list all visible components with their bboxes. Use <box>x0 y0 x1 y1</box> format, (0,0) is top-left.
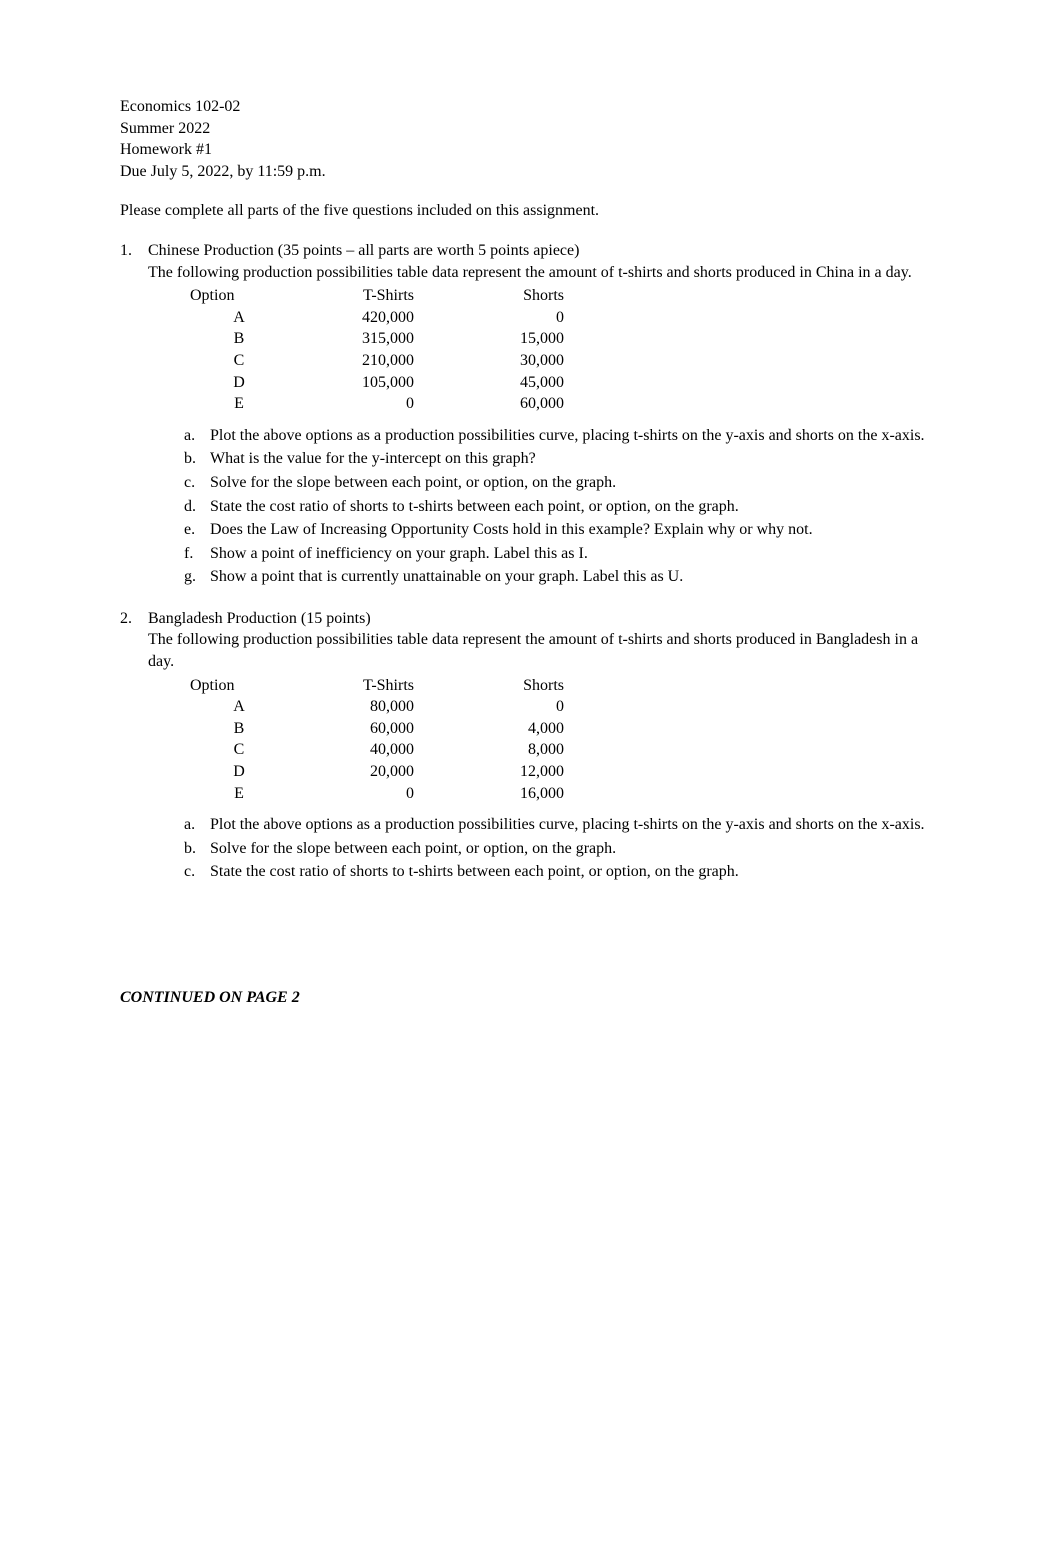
sub-text: Solve for the slope between each point, … <box>210 838 942 860</box>
q1-row-sh: 15,000 <box>454 328 574 350</box>
sub-marker: b. <box>184 448 210 470</box>
sub-text: Show a point of inefficiency on your gra… <box>210 543 942 565</box>
due-line: Due July 5, 2022, by 11:59 p.m. <box>120 161 942 183</box>
sub-marker: b. <box>184 838 210 860</box>
q1-row-opt: A <box>184 307 294 329</box>
sub-text: Solve for the slope between each point, … <box>210 472 942 494</box>
question-2: 2. Bangladesh Production (15 points) The… <box>120 608 942 885</box>
sub-marker: a. <box>184 814 210 836</box>
q1-row-opt: B <box>184 328 294 350</box>
sub-marker: e. <box>184 519 210 541</box>
q1-title: Chinese Production (35 points – all part… <box>148 240 942 262</box>
list-item: d. State the cost ratio of shorts to t-s… <box>184 496 942 518</box>
question-1: 1. Chinese Production (35 points – all p… <box>120 240 942 590</box>
sub-marker: c. <box>184 861 210 883</box>
list-item: e. Does the Law of Increasing Opportunit… <box>184 519 942 541</box>
list-item: f. Show a point of inefficiency on your … <box>184 543 942 565</box>
table-row: E 0 60,000 <box>184 393 942 415</box>
q2-row-sh: 16,000 <box>454 783 574 805</box>
q2-head-shorts: Shorts <box>454 675 574 697</box>
q2-row-sh: 4,000 <box>454 718 574 740</box>
doc-header: Economics 102-02 Summer 2022 Homework #1… <box>120 96 942 182</box>
sub-text: Plot the above options as a production p… <box>210 425 942 447</box>
list-item: b. Solve for the slope between each poin… <box>184 838 942 860</box>
table-row: D 20,000 12,000 <box>184 761 942 783</box>
q1-row-opt: D <box>184 372 294 394</box>
table-row: A 420,000 0 <box>184 307 942 329</box>
q1-table-head: Option T-Shirts Shorts <box>184 285 942 307</box>
sub-text: Show a point that is currently unattaina… <box>210 566 942 588</box>
sub-text: Does the Law of Increasing Opportunity C… <box>210 519 942 541</box>
sub-text: What is the value for the y-intercept on… <box>210 448 942 470</box>
q2-row-opt: E <box>184 783 294 805</box>
q1-marker: 1. <box>120 240 148 590</box>
term-line: Summer 2022 <box>120 118 942 140</box>
list-item: a. Plot the above options as a productio… <box>184 425 942 447</box>
q1-lead: The following production possibilities t… <box>148 262 942 284</box>
q2-row-opt: D <box>184 761 294 783</box>
q2-sublist: a. Plot the above options as a productio… <box>184 814 942 883</box>
table-row: C 40,000 8,000 <box>184 739 942 761</box>
q2-head-option: Option <box>184 675 294 697</box>
list-item: b. What is the value for the y-intercept… <box>184 448 942 470</box>
q1-head-tshirts: T-Shirts <box>294 285 454 307</box>
q1-head-option: Option <box>184 285 294 307</box>
table-row: B 315,000 15,000 <box>184 328 942 350</box>
sub-text: Plot the above options as a production p… <box>210 814 942 836</box>
q1-head-shorts: Shorts <box>454 285 574 307</box>
continued-note: CONTINUED ON PAGE 2 <box>120 987 942 1009</box>
q1-row-sh: 60,000 <box>454 393 574 415</box>
table-row: D 105,000 45,000 <box>184 372 942 394</box>
sub-marker: a. <box>184 425 210 447</box>
q1-row-sh: 0 <box>454 307 574 329</box>
q1-row-ts: 105,000 <box>294 372 454 394</box>
q2-row-opt: B <box>184 718 294 740</box>
list-item: c. Solve for the slope between each poin… <box>184 472 942 494</box>
q2-row-sh: 8,000 <box>454 739 574 761</box>
q2-row-ts: 0 <box>294 783 454 805</box>
q2-head-tshirts: T-Shirts <box>294 675 454 697</box>
intro-text: Please complete all parts of the five qu… <box>120 200 942 222</box>
q2-row-sh: 0 <box>454 696 574 718</box>
list-item: g. Show a point that is currently unatta… <box>184 566 942 588</box>
list-item: c. State the cost ratio of shorts to t-s… <box>184 861 942 883</box>
q1-row-ts: 0 <box>294 393 454 415</box>
sub-marker: d. <box>184 496 210 518</box>
q2-row-opt: C <box>184 739 294 761</box>
q2-row-opt: A <box>184 696 294 718</box>
sub-marker: c. <box>184 472 210 494</box>
sub-text: State the cost ratio of shorts to t-shir… <box>210 861 942 883</box>
table-row: B 60,000 4,000 <box>184 718 942 740</box>
q2-row-sh: 12,000 <box>454 761 574 783</box>
q1-sublist: a. Plot the above options as a productio… <box>184 425 942 588</box>
q2-row-ts: 60,000 <box>294 718 454 740</box>
q2-row-ts: 40,000 <box>294 739 454 761</box>
q1-row-opt: E <box>184 393 294 415</box>
q2-table-head: Option T-Shirts Shorts <box>184 675 942 697</box>
table-row: E 0 16,000 <box>184 783 942 805</box>
course-line: Economics 102-02 <box>120 96 942 118</box>
sub-text: State the cost ratio of shorts to t-shir… <box>210 496 942 518</box>
q1-row-ts: 210,000 <box>294 350 454 372</box>
q1-row-opt: C <box>184 350 294 372</box>
q2-title: Bangladesh Production (15 points) <box>148 608 942 630</box>
q1-row-ts: 315,000 <box>294 328 454 350</box>
sub-marker: f. <box>184 543 210 565</box>
q1-row-sh: 30,000 <box>454 350 574 372</box>
q2-row-ts: 80,000 <box>294 696 454 718</box>
table-row: A 80,000 0 <box>184 696 942 718</box>
list-item: a. Plot the above options as a productio… <box>184 814 942 836</box>
q1-row-sh: 45,000 <box>454 372 574 394</box>
q1-table: Option T-Shirts Shorts A 420,000 0 B 315… <box>184 285 942 415</box>
sub-marker: g. <box>184 566 210 588</box>
q1-row-ts: 420,000 <box>294 307 454 329</box>
table-row: C 210,000 30,000 <box>184 350 942 372</box>
q2-marker: 2. <box>120 608 148 885</box>
q2-lead: The following production possibilities t… <box>148 629 942 672</box>
q2-row-ts: 20,000 <box>294 761 454 783</box>
hw-title-line: Homework #1 <box>120 139 942 161</box>
q2-table: Option T-Shirts Shorts A 80,000 0 B 60,0… <box>184 675 942 805</box>
